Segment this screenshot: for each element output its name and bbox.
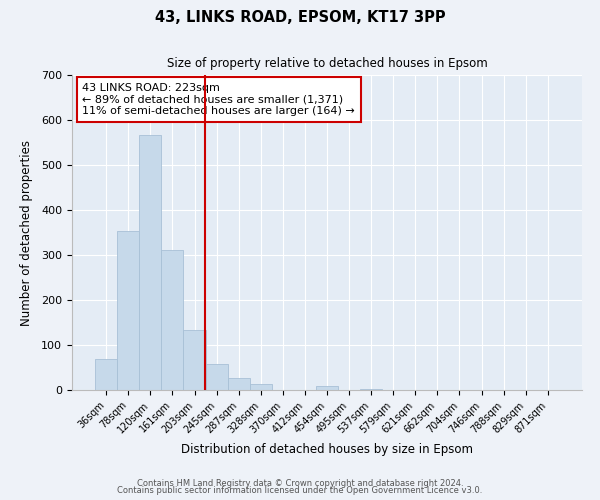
Bar xyxy=(227,378,250,390)
Bar xyxy=(184,330,206,390)
Text: Contains HM Land Registry data © Crown copyright and database right 2024.: Contains HM Land Registry data © Crown c… xyxy=(137,478,463,488)
Y-axis label: Number of detached properties: Number of detached properties xyxy=(20,140,33,326)
Bar xyxy=(117,230,139,390)
X-axis label: Distribution of detached houses by size in Epsom: Distribution of detached houses by size … xyxy=(181,443,473,456)
Bar xyxy=(161,250,184,390)
Text: 43 LINKS ROAD: 223sqm
← 89% of detached houses are smaller (1,371)
11% of semi-d: 43 LINKS ROAD: 223sqm ← 89% of detached … xyxy=(82,83,355,116)
Bar xyxy=(206,364,227,390)
Bar xyxy=(250,384,272,390)
Bar xyxy=(316,386,338,390)
Bar xyxy=(360,388,382,390)
Text: Contains public sector information licensed under the Open Government Licence v3: Contains public sector information licen… xyxy=(118,486,482,495)
Text: 43, LINKS ROAD, EPSOM, KT17 3PP: 43, LINKS ROAD, EPSOM, KT17 3PP xyxy=(155,10,445,25)
Title: Size of property relative to detached houses in Epsom: Size of property relative to detached ho… xyxy=(167,56,487,70)
Bar xyxy=(95,360,117,390)
Bar xyxy=(139,135,161,390)
